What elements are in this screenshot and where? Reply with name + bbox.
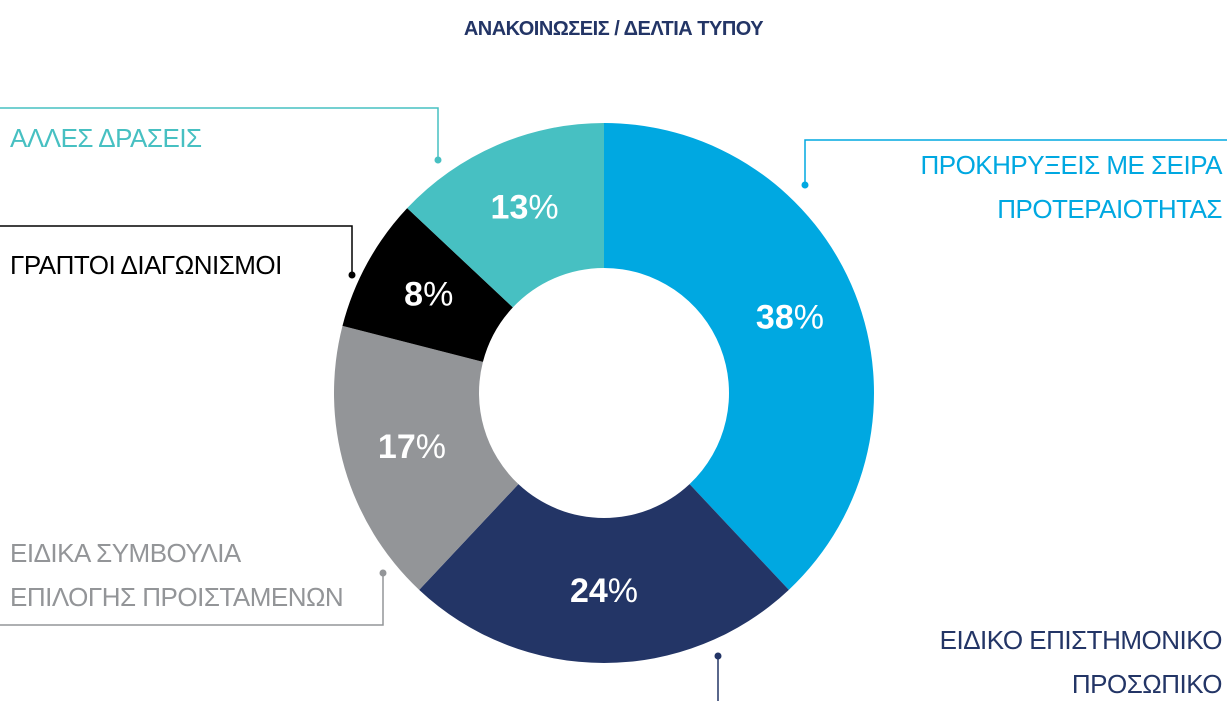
leader-dot xyxy=(348,271,356,279)
leader-dot xyxy=(379,569,387,577)
leader-dot xyxy=(434,156,442,164)
value-label: 13% xyxy=(491,188,559,226)
category-label: ΑΛΛΕΣ ΔΡΑΣΕΙΣ xyxy=(10,123,202,153)
value-label: 24% xyxy=(570,572,638,610)
category-label: ΕΙΔΙΚΟ ΕΠΙΣΤΗΜΟΝΙΚΟ ΠΡΟΣΩΠΙΚΟ xyxy=(939,625,1223,699)
donut-segment xyxy=(604,123,874,590)
leader-line xyxy=(804,139,1227,185)
leader-dot xyxy=(714,652,722,660)
value-label: 8% xyxy=(404,276,453,314)
leader-dot xyxy=(801,181,809,189)
category-label: ΓΡΑΠΤΟΙ ΔΙΑΓΩΝΙΣΜΟΙ xyxy=(10,250,282,280)
value-label: 17% xyxy=(378,428,446,466)
donut-segment xyxy=(334,325,519,590)
leader-line xyxy=(0,225,353,275)
donut-segment xyxy=(342,208,513,362)
donut-segment xyxy=(419,484,789,663)
category-label: ΕΙΔΙΚΑ ΣΥΜΒΟΥΛΙΑ ΕΠΙΛΟΓΗΣ ΠΡΟΙΣΤΑΜΕΝΩΝ xyxy=(10,538,344,612)
category-label: ΠΡΟΚΗΡΥΞΕΙΣ ΜΕ ΣΕΙΡΑ ΠΡΟΤΕΡΑΙΟΤΗΤΑΣ xyxy=(920,150,1222,224)
chart-title: ΑΝΑΚΟΙΝΩΣΕΙΣ / ΔΕΛΤΙΑ ΤΥΠΟΥ xyxy=(463,18,764,40)
value-label: 38% xyxy=(756,298,824,336)
leader-line xyxy=(0,573,384,626)
donut-segment xyxy=(407,123,604,308)
leader-line xyxy=(0,107,439,160)
leader-lines xyxy=(0,107,1227,701)
